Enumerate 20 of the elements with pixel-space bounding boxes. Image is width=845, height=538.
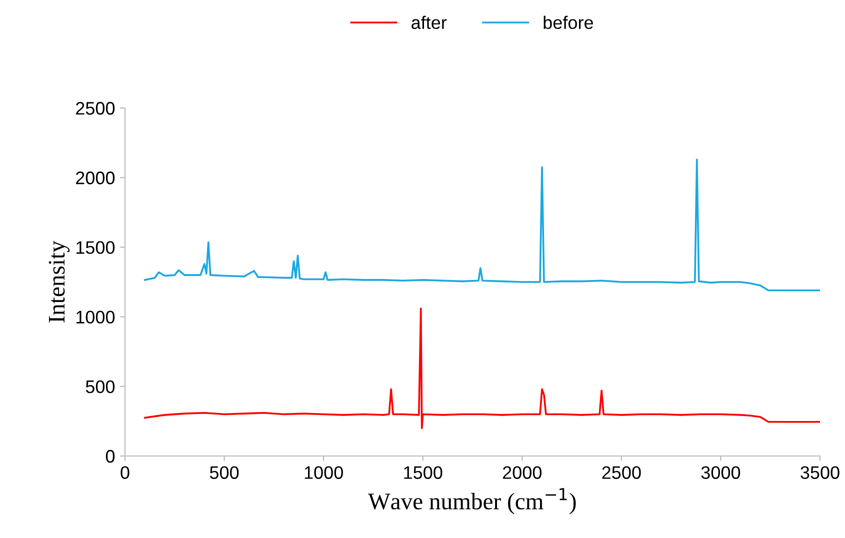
y-tick-label: 500 (86, 380, 115, 394)
x-tick-label: 500 (210, 466, 239, 479)
legend-label: after (412, 16, 447, 30)
x-tick-label: 2500 (602, 466, 641, 479)
x-tick-label: 1000 (304, 466, 343, 479)
y-tick-label: 1000 (76, 310, 115, 324)
y-axis-title: Intensity (48, 240, 70, 322)
x-tick-label: 2000 (502, 466, 542, 479)
x-axis-title: Wave number (cm$^{−1}$) (368, 488, 576, 514)
line-series (144, 158, 820, 292)
y-tick-label: 1500 (76, 241, 115, 254)
y-tick-label: 2500 (76, 102, 115, 115)
line-series (144, 308, 820, 430)
y-tick-label: 2000 (76, 172, 115, 184)
legend-label: before (544, 16, 593, 30)
x-tick-label: 1500 (404, 466, 442, 479)
x-tick-label: 0 (120, 466, 130, 479)
y-tick-label: 0 (106, 450, 115, 463)
x-tick-label: 3000 (701, 466, 740, 479)
x-tick-label: 3500 (800, 466, 840, 479)
